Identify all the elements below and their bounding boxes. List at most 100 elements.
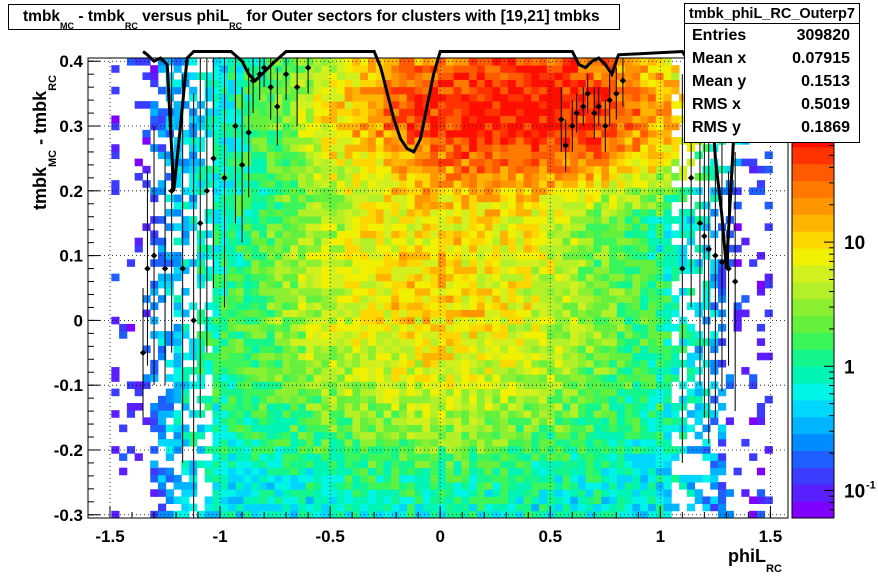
heatmap-cell: [391, 453, 400, 461]
heatmap-cell: [764, 309, 773, 318]
heatmap-cell: [546, 302, 556, 310]
heatmap-cell: [546, 65, 556, 73]
heatmap-cell: [570, 101, 579, 109]
heatmap-cell: [430, 252, 439, 260]
heatmap-cell: [554, 359, 563, 368]
heatmap-cell: [282, 352, 291, 361]
heatmap-cell: [492, 503, 501, 512]
heatmap-cell: [632, 388, 641, 397]
heatmap-cell: [313, 151, 322, 160]
heatmap-cell: [165, 223, 174, 231]
heatmap-cell: [484, 266, 493, 275]
heatmap-cell: [710, 367, 719, 375]
heatmap-cell: [570, 453, 579, 461]
heatmap-cell: [228, 453, 237, 461]
heatmap-cell: [305, 72, 314, 80]
heatmap-cell: [756, 280, 766, 289]
heatmap-cell: [313, 72, 322, 80]
heatmap-cell: [585, 374, 594, 382]
heatmap-cell: [570, 244, 579, 253]
heatmap-cell: [266, 187, 276, 195]
heatmap-cell: [624, 173, 633, 181]
heatmap-cell: [500, 144, 509, 152]
heatmap-cell: [702, 302, 711, 310]
heatmap-cell: [212, 359, 221, 368]
heatmap-cell: [158, 115, 167, 124]
heatmap-cell: [570, 266, 579, 275]
heatmap-cell: [266, 503, 276, 512]
heatmap-cell: [329, 338, 338, 346]
heatmap-cell: [181, 489, 190, 497]
heatmap-cell: [539, 280, 548, 289]
heatmap-cell: [228, 108, 237, 116]
heatmap-cell: [282, 467, 291, 476]
heatmap-cell: [399, 474, 408, 483]
heatmap-cell: [243, 280, 252, 289]
heatmap-cell: [336, 144, 346, 152]
heatmap-cell: [406, 489, 416, 497]
heatmap-cell: [422, 446, 431, 454]
heatmap-cell: [632, 338, 641, 346]
heatmap-cell: [196, 338, 206, 346]
heatmap-cell: [492, 273, 501, 282]
heatmap-cell: [134, 244, 143, 253]
heatmap-cell: [609, 237, 618, 246]
heatmap-cell: [453, 108, 462, 116]
heatmap-cell: [150, 101, 159, 109]
y-tick-label: 0.1: [59, 247, 83, 266]
data-point: [144, 265, 151, 272]
heatmap-cell: [694, 331, 703, 339]
heatmap-cell: [671, 151, 680, 160]
heatmap-cell: [298, 503, 307, 512]
heatmap-cell: [290, 482, 299, 490]
heatmap-cell: [601, 410, 610, 418]
heatmap-cell: [251, 410, 260, 418]
heatmap-cell: [391, 266, 400, 275]
heatmap-cell: [259, 108, 268, 116]
heatmap-cell: [274, 467, 283, 476]
heatmap-cell: [399, 72, 408, 80]
heatmap-cell: [469, 187, 478, 195]
heatmap-cell: [469, 374, 478, 382]
y-label-sub-2: RC: [47, 75, 58, 91]
heatmap-cell: [570, 338, 579, 346]
heatmap-cell: [329, 237, 338, 246]
heatmap-cell: [578, 280, 587, 289]
heatmap-cell: [702, 438, 711, 447]
heatmap-cell: [523, 101, 532, 109]
data-point: [569, 122, 576, 130]
heatmap-cell: [406, 173, 416, 181]
heatmap-cell: [391, 417, 400, 425]
heatmap-cell: [321, 266, 330, 275]
heatmap-cell: [274, 316, 283, 325]
heatmap-cell: [406, 72, 416, 80]
heatmap-cell: [445, 86, 454, 95]
heatmap-cell: [406, 431, 416, 440]
heatmap-cell: [274, 352, 283, 361]
heatmap-cell: [313, 216, 322, 224]
heatmap-cell: [375, 453, 384, 461]
heatmap-cell: [321, 122, 330, 131]
heatmap-cell: [399, 122, 408, 131]
heatmap-cell: [585, 108, 594, 116]
heatmap-cell: [764, 280, 773, 289]
heatmap-cell: [406, 187, 416, 195]
heatmap-cell: [562, 446, 571, 454]
heatmap-cell: [461, 79, 470, 88]
heatmap-cell: [453, 252, 462, 260]
heatmap-cell: [368, 223, 377, 231]
heatmap-cell: [515, 158, 524, 167]
heatmap-cell: [368, 237, 377, 246]
heatmap-cell: [290, 237, 299, 246]
heatmap-cell: [290, 230, 299, 239]
heatmap-cell: [484, 216, 493, 224]
heatmap-cell: [578, 187, 587, 195]
heatmap-cell: [609, 453, 618, 461]
heatmap-cell: [616, 403, 626, 411]
heatmap-cell: [352, 403, 361, 411]
heatmap-cell: [756, 467, 766, 476]
heatmap-cell: [383, 65, 392, 73]
heatmap-cell: [399, 252, 408, 260]
heatmap-cell: [375, 244, 384, 253]
heatmap-cell: [640, 288, 649, 296]
